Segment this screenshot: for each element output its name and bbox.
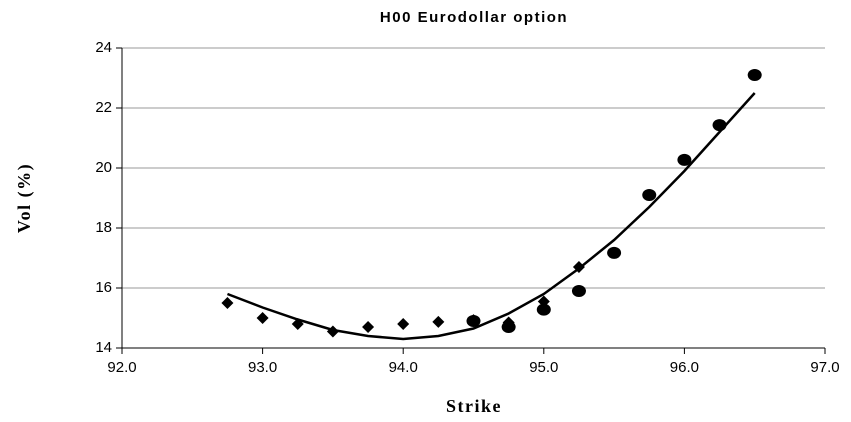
x-tick-label: 93.0: [248, 359, 277, 376]
diamond-point: [362, 321, 375, 333]
y-tick-label: 14: [95, 339, 112, 356]
y-tick-label: 16: [95, 279, 112, 296]
circle-point: [571, 285, 586, 297]
diamond-point: [397, 318, 410, 330]
circle-point: [677, 153, 692, 166]
circle-point: [536, 303, 551, 316]
circle-point: [501, 321, 516, 333]
y-tick-label: 20: [95, 159, 112, 176]
diamond-point: [432, 315, 445, 328]
x-axis-label: Strike: [446, 396, 502, 416]
y-tick-label: 18: [95, 219, 112, 236]
x-tick-label: 92.0: [107, 359, 136, 376]
diamond-point: [256, 312, 269, 324]
x-tick-label: 97.0: [810, 359, 839, 376]
circle-point: [607, 246, 622, 259]
x-tick-label: 96.0: [670, 359, 699, 376]
circle-point: [466, 315, 481, 327]
x-tick-label: 94.0: [389, 359, 418, 376]
y-axis-label: Vol (%): [14, 163, 35, 233]
y-tick-label: 24: [95, 39, 112, 56]
diamond-point: [221, 297, 234, 309]
chart-title: H00 Eurodollar option: [380, 9, 568, 26]
x-tick-label: 95.0: [529, 359, 558, 376]
circle-point: [642, 189, 657, 201]
circle-point: [747, 69, 762, 81]
y-tick-label: 22: [95, 99, 112, 116]
fit-line: [227, 92, 756, 341]
